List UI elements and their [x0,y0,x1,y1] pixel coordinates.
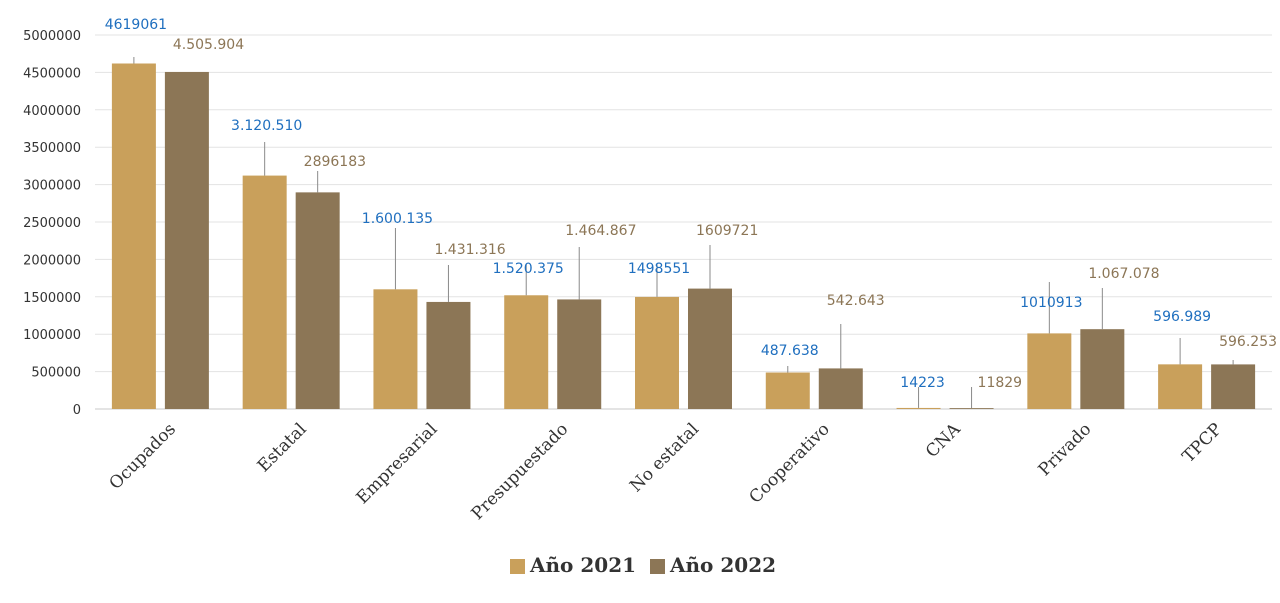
bar-2021 [504,295,549,409]
bar-2021 [896,407,941,409]
bar-2022 [949,408,994,409]
x-tick-label: Privado [1035,419,1096,480]
legend-swatch-2021 [510,559,525,574]
bar-2022 [295,192,340,409]
y-tick-label: 4000000 [23,104,81,119]
data-label-2022: 542.643 [827,293,885,309]
data-label-2021: 1498551 [628,261,690,277]
bar-2021 [635,296,679,409]
data-label-2022: 1.067.078 [1088,266,1159,282]
y-tick-label: 3000000 [23,179,81,194]
data-label-2021: 1.520.375 [493,261,564,277]
bar-2022 [688,288,732,409]
y-tick-label: 0 [73,403,81,418]
legend-entry-2022: Año 2022 [669,553,776,577]
x-tick-label: Cooperativo [746,419,834,507]
bar-2022 [1211,364,1256,409]
x-tick-label: Estatal [254,419,311,476]
bar-2022 [164,71,209,410]
y-tick-label: 4500000 [23,66,81,81]
x-tick-label: No estatal [626,419,703,496]
bar-2021 [373,289,418,409]
x-tick-label: Empresarial [353,419,442,508]
data-label-2022: 11829 [978,375,1023,391]
legend-entry-2021: Año 2021 [529,553,636,577]
bar-2022 [426,301,471,409]
data-label-2022: 1.464.867 [565,223,636,239]
data-label-2022: 596.253 [1219,334,1277,350]
y-tick-label: 2000000 [23,253,81,268]
x-tick-label: Presupuestado [468,419,573,524]
y-tick-label: 1000000 [23,328,81,343]
data-label-2021: 1010913 [1020,295,1082,311]
bar-2022 [557,299,602,409]
data-label-2021: 4619061 [105,17,167,33]
data-label-2022: 4.505.904 [173,37,244,53]
data-label-2021: 3.120.510 [231,118,302,134]
bar-2021 [1027,333,1072,409]
bar-2022 [1080,329,1125,409]
y-tick-label: 2500000 [23,216,81,231]
data-label-2022: 2896183 [304,154,366,170]
data-label-2021: 487.638 [761,343,819,359]
bar-2022 [818,368,863,409]
bar-2021 [242,175,287,409]
legend-swatch-2022 [650,559,665,574]
bar-2021 [765,372,810,409]
x-tick-label: Ocupados [105,419,179,493]
data-label-2021: 14223 [900,375,945,391]
y-tick-label: 3500000 [23,141,81,156]
data-label-2021: 596.989 [1153,309,1211,325]
bar-2021 [1158,364,1203,409]
bar-2021 [111,63,156,410]
x-tick-label: TPCP [1179,419,1227,467]
data-label-2022: 1609721 [696,223,758,239]
data-label-2021: 1.600.135 [362,211,433,227]
y-tick-label: 5000000 [23,29,81,44]
y-tick-label: 1500000 [23,291,81,306]
y-tick-label: 500000 [31,366,81,381]
data-label-2022: 1.431.316 [434,242,505,258]
x-tick-label: CNA [922,419,965,462]
